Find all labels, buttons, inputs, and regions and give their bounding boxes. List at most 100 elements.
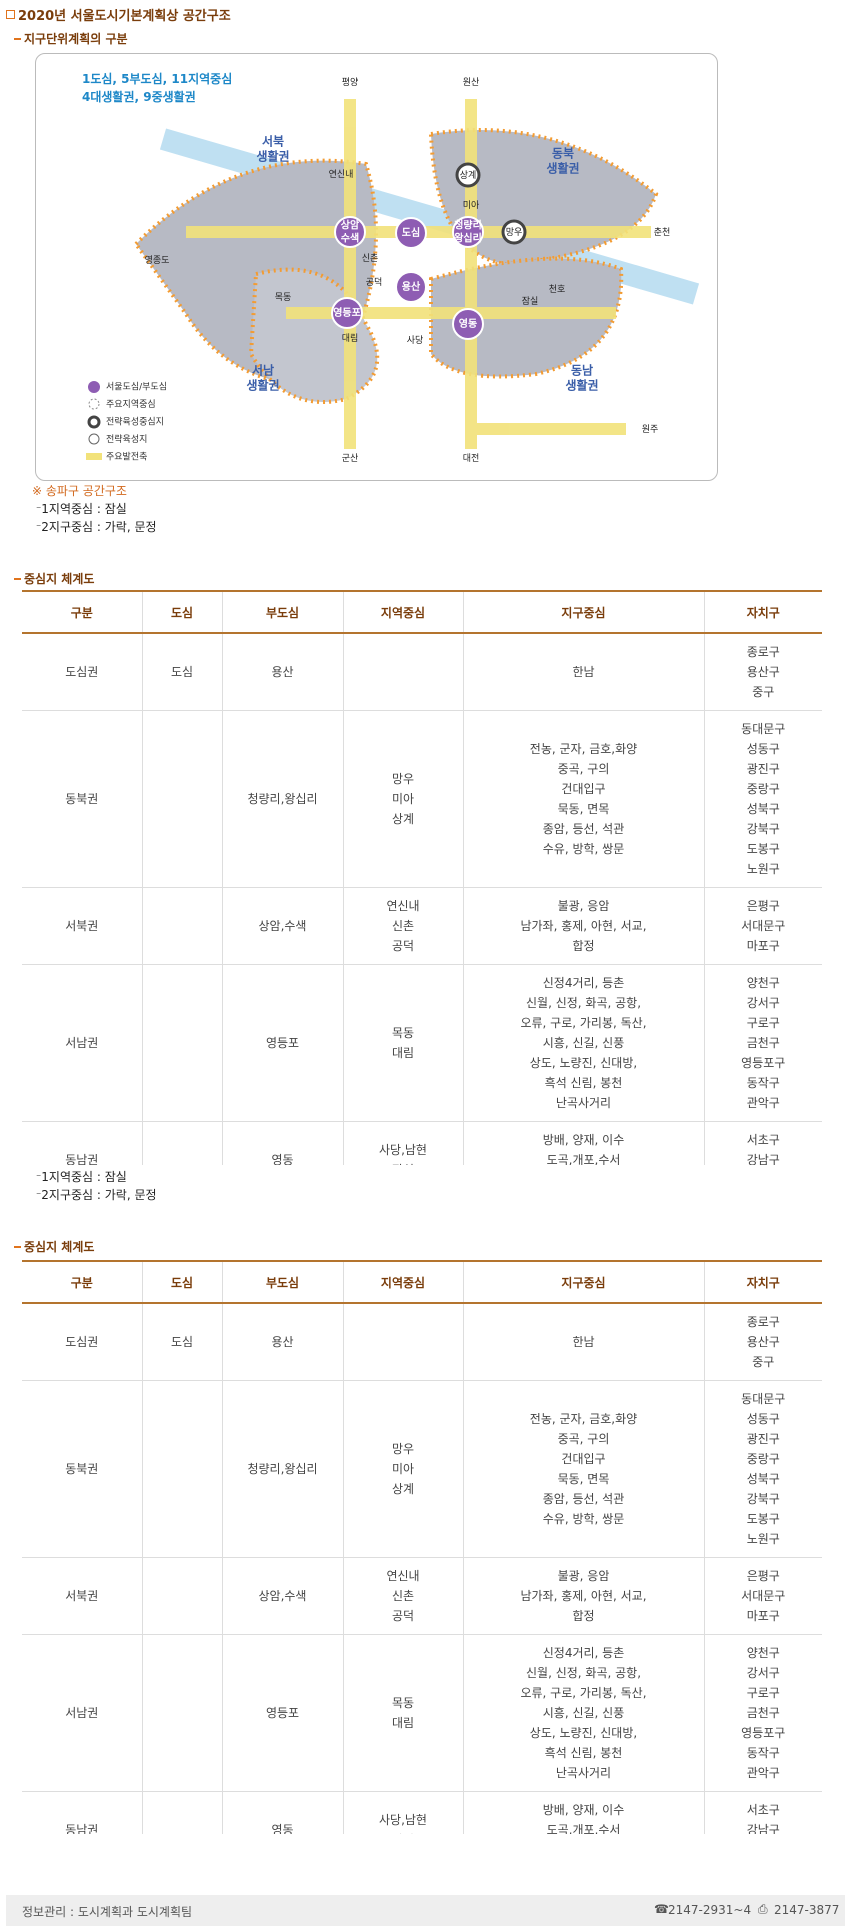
table-cell: 서북권 (22, 1557, 143, 1635)
table-cell (343, 1303, 464, 1381)
table-cell: 전농, 군자, 금호,화양 중곡, 구의 건대입구 묵동, 면목 종암, 등선,… (463, 1380, 705, 1558)
table-cell: 동대문구 성동구 광진구 중랑구 성북구 강북구 도봉구 노원구 (704, 710, 822, 888)
page-title: 2020년 서울도시기본계획상 공간구조 (6, 5, 231, 24)
table-cell (142, 1791, 223, 1834)
map-label-line: 원주 (642, 424, 659, 435)
table-cell: 양천구 강서구 구로구 금천구 영등포구 동작구 관악구 (704, 1634, 822, 1792)
table-cell: 사당,남현 잠실 (343, 1121, 464, 1165)
column-header: 도심 (142, 591, 223, 634)
map-label: 공덕 (366, 277, 383, 288)
table-row: 도심권 도심 용산 한남 종로구 용산구 중구 (22, 633, 822, 711)
table-cell: 영등포 (222, 964, 344, 1122)
table-cell: 사당,남현 잠실 (343, 1791, 464, 1834)
map-label: 도심 (402, 226, 420, 239)
map-label: 연신내 (329, 169, 354, 180)
legend-label: 서울도심/부도심 (106, 382, 167, 393)
center-system-table: 구분 도심 부도심 지역중심 지구중심 자치구 도심권 도심 용산 한남 종로구 용산구 중구 동북권… (22, 1260, 822, 1834)
table-cell: 불광, 응암 남가좌, 홍제, 아현, 서교, 합정 (463, 887, 705, 965)
map-label-line: 생활권 (246, 377, 279, 392)
map-label-line: 연신내 (329, 169, 354, 180)
map-label: 영등포 (333, 306, 361, 319)
section-heading: 중심지 체계도 (14, 570, 94, 587)
legend-label: 주요지역중심 (106, 399, 156, 410)
table-cell: 목동 대림 (343, 964, 464, 1122)
column-header: 도심 (142, 1261, 223, 1304)
table-cell: 신정4거리, 등촌 신월, 신정, 화곡, 공항, 오류, 구로, 가리봉, 독… (463, 964, 705, 1122)
map-label: 동남 생활권 (565, 362, 598, 392)
table-cell: 용산 (222, 1303, 344, 1381)
table-cell: 전농, 군자, 금호,화양 중곡, 구의 건대입구 묵동, 면목 종암, 등선,… (463, 710, 705, 888)
center-marker (452, 308, 484, 340)
map-label-line: 잠실 (522, 296, 539, 307)
map-label-line: 천호 (549, 284, 566, 295)
phone-icon: ☎ (654, 1902, 669, 1916)
table-cell: 서북권 (22, 887, 143, 965)
column-header: 지역중심 (343, 591, 464, 634)
table-cell: 청량리,왕십리 (222, 710, 344, 888)
table-cell: 동남권 (22, 1791, 143, 1834)
map-label-line: 생활권 (256, 148, 289, 163)
map-label-line: 왕십리 (454, 232, 482, 245)
table-cell: 은평구 서대문구 마포구 (704, 887, 822, 965)
map-label: 동북 생활권 (546, 146, 579, 175)
column-header: 자치구 (704, 591, 822, 634)
table-row: 서남권 영등포 목동 대림 신정4거리, 등촌 신월, 신정, 화곡, 공항, 오류,… (22, 964, 822, 1122)
table-cell (142, 887, 223, 965)
map-label-line: 신촌 (362, 253, 379, 264)
table-cell: 서초구 강남구 송파구 (704, 1791, 822, 1834)
center-system-table: 구분 도심 부도심 지역중심 지구중심 자치구 도심권 도심 용산 한남 종로구 용산구 중구 동북권… (22, 590, 822, 1165)
map-label: 평양 (342, 77, 359, 88)
column-header: 지구중심 (463, 591, 705, 634)
column-header: 지역중심 (343, 1261, 464, 1304)
map-label: 서북 생활권 (256, 133, 289, 163)
table-cell (142, 1121, 223, 1165)
map-label-line: 영등포 (333, 306, 361, 319)
table-cell: 망우 미아 상계 (343, 1380, 464, 1558)
table-cell: 동대문구 성동구 광진구 중랑구 성북구 강북구 도봉구 노원구 (704, 1380, 822, 1558)
center-marker (331, 297, 363, 329)
table-row: 서북권 상암,수색 연신내 신촌 공덕 불광, 응암 남가좌, 홍제, 아현, 서교,… (22, 1557, 822, 1635)
legend-label: 전략육성중심지 (106, 416, 164, 428)
table-cell: 방배, 양재, 이수 도곡,개포,수서 가락, 문정 (463, 1121, 705, 1165)
table-cell: 도심권 (22, 633, 143, 711)
table-cell: 청량리,왕십리 (222, 1380, 344, 1558)
map-label-line: 서북 (262, 133, 284, 148)
table-cell: 방배, 양재, 이수 도곡,개포,수서 가락, 문정 (463, 1791, 705, 1834)
table-row: 동북권 청량리,왕십리 망우 미아 상계 전농, 군자, 금호,화양 중곡, 구의 건… (22, 1380, 822, 1558)
map-label-line: 서남 (252, 362, 274, 377)
header-row: 구분 도심 부도심 지역중심 지구중심 자치구 (22, 1261, 822, 1304)
table-row: 서남권 영등포 목동 대림 신정4거리, 등촌 신월, 신정, 화곡, 공항, 오류,… (22, 1634, 822, 1792)
footer-info: 정보관리 : 도시계획과 도시계획팀 (22, 1905, 193, 1919)
table-cell: 연신내 신촌 공덕 (343, 1557, 464, 1635)
note-item: 2지구중심 : 가락, 문정 (36, 1186, 156, 1203)
table-cell (343, 633, 464, 711)
map-label: 용산 (402, 280, 421, 293)
map-label-line: 공덕 (366, 277, 383, 288)
table-cell: 상암,수색 (222, 1557, 344, 1635)
map-label-line: 목동 (275, 292, 292, 303)
map-label-line: 미아 (463, 200, 480, 211)
fax-icon: ⎙ (758, 1902, 768, 1916)
map-label: 1도심, 5부도심, 11지역중심 (82, 71, 232, 86)
map-label-line: 군산 (342, 453, 359, 464)
map-label-line: 원산 (463, 77, 480, 88)
map-label-line: 망우 (506, 227, 523, 238)
map-label-line: 상계 (460, 169, 477, 181)
legend-label: 주요발전축 (106, 452, 147, 463)
column-header: 구분 (22, 1261, 143, 1304)
table-cell: 동북권 (22, 710, 143, 888)
table-cell: 종로구 용산구 중구 (704, 1303, 822, 1381)
footer-phone: 2147-2931~4 (668, 1903, 752, 1917)
table-cell (142, 710, 223, 888)
map-label: 서남 생활권 (246, 362, 279, 392)
table-cell: 상암,수색 (222, 887, 344, 965)
note-item: 1지역중심 : 잠실 (36, 500, 127, 517)
table-body: 도심권 도심 용산 한남 종로구 용산구 중구 동북권 청량리,왕십리 망우 미아 상계 전농,… (22, 633, 822, 1165)
map-label: 목동 (275, 292, 292, 303)
footer: 정보관리 : 도시계획과 도시계획팀 ☎ 2147-2931~4 ⎙ 2147-… (6, 1895, 845, 1926)
note-item: 1지역중심 : 잠실 (36, 1168, 127, 1185)
map-label-line: 동북 (552, 146, 574, 160)
table-cell: 서남권 (22, 964, 143, 1122)
note-item: 2지구중심 : 가락, 문정 (36, 518, 156, 535)
